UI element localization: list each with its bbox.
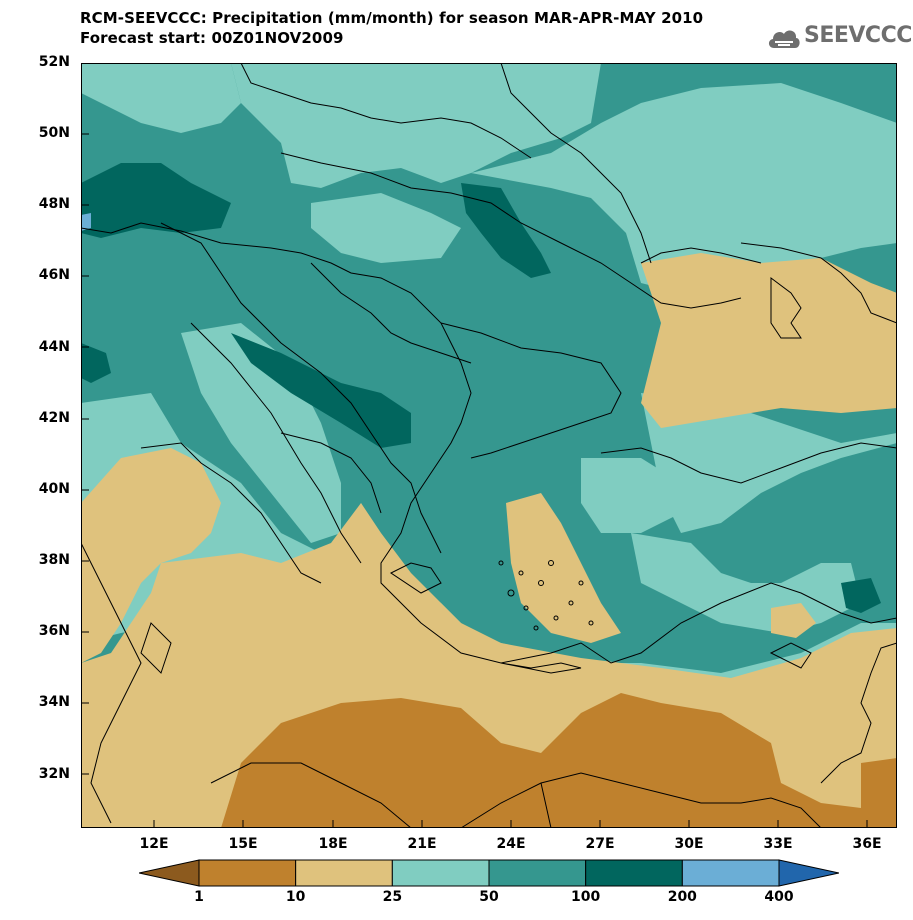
legend-label-100: 100 — [571, 889, 601, 905]
precipitation-legend — [139, 859, 839, 887]
legend-swatch-below-1 — [139, 859, 200, 887]
lat-label-32n: 32N — [38, 766, 70, 782]
lat-label-52n: 52N — [38, 54, 70, 70]
aegean-islands — [498, 560, 594, 631]
logo-text: SEEVCCC — [804, 23, 912, 48]
chart-title: RCM-SEEVCCC: Precipitation (mm/month) fo… — [80, 9, 704, 27]
lat-label-48n: 48N — [38, 196, 70, 212]
legend-swatch-1-10 — [198, 859, 297, 887]
lon-label-12e: 12E — [139, 836, 169, 852]
lat-label-38n: 38N — [38, 552, 70, 568]
legend-swatch-200-400 — [681, 859, 780, 887]
lat-label-44n: 44N — [38, 339, 70, 355]
lat-label-46n: 46N — [38, 267, 70, 283]
country-borders — [81, 63, 897, 828]
forecast-start-label: Forecast start: 00Z01NOV2009 — [80, 29, 344, 47]
precipitation-map — [81, 63, 897, 828]
legend-swatch-50-100 — [488, 859, 587, 887]
cloud-logo-icon — [768, 30, 800, 48]
lon-label-36e: 36E — [852, 836, 882, 852]
lon-label-33e: 33E — [763, 836, 793, 852]
lat-label-42n: 42N — [38, 410, 70, 426]
lon-label-24e: 24E — [496, 836, 526, 852]
lat-label-50n: 50N — [38, 125, 70, 141]
lon-label-15e: 15E — [228, 836, 258, 852]
lon-label-30e: 30E — [674, 836, 704, 852]
legend-swatch-above-400 — [778, 859, 839, 887]
lat-label-40n: 40N — [38, 481, 70, 497]
legend-swatch-100-200 — [585, 859, 683, 887]
legend-swatch-25-50 — [391, 859, 490, 887]
legend-label-25: 25 — [382, 889, 403, 905]
map-border — [81, 63, 897, 828]
precip-field-1-10 — [221, 693, 897, 828]
lon-label-27e: 27E — [585, 836, 615, 852]
lon-label-18e: 18E — [318, 836, 348, 852]
title-block: RCM-SEEVCCC: Precipitation (mm/month) fo… — [80, 8, 703, 48]
lat-label-34n: 34N — [38, 694, 70, 710]
legend-label-50: 50 — [479, 889, 499, 905]
precip-field-200-400 — [81, 213, 91, 231]
legend-label-400: 400 — [764, 889, 794, 905]
seevccc-logo: SEEVCCC — [766, 22, 912, 54]
precip-field-100-200 — [81, 163, 881, 613]
lon-label-21e: 21E — [407, 836, 437, 852]
legend-label-200: 200 — [667, 889, 697, 905]
axis-ticks — [81, 63, 868, 828]
legend-swatch-10-25 — [295, 859, 393, 887]
legend-label-10: 10 — [285, 889, 306, 905]
lat-label-36n: 36N — [38, 623, 70, 639]
legend-label-1: 1 — [194, 889, 204, 905]
